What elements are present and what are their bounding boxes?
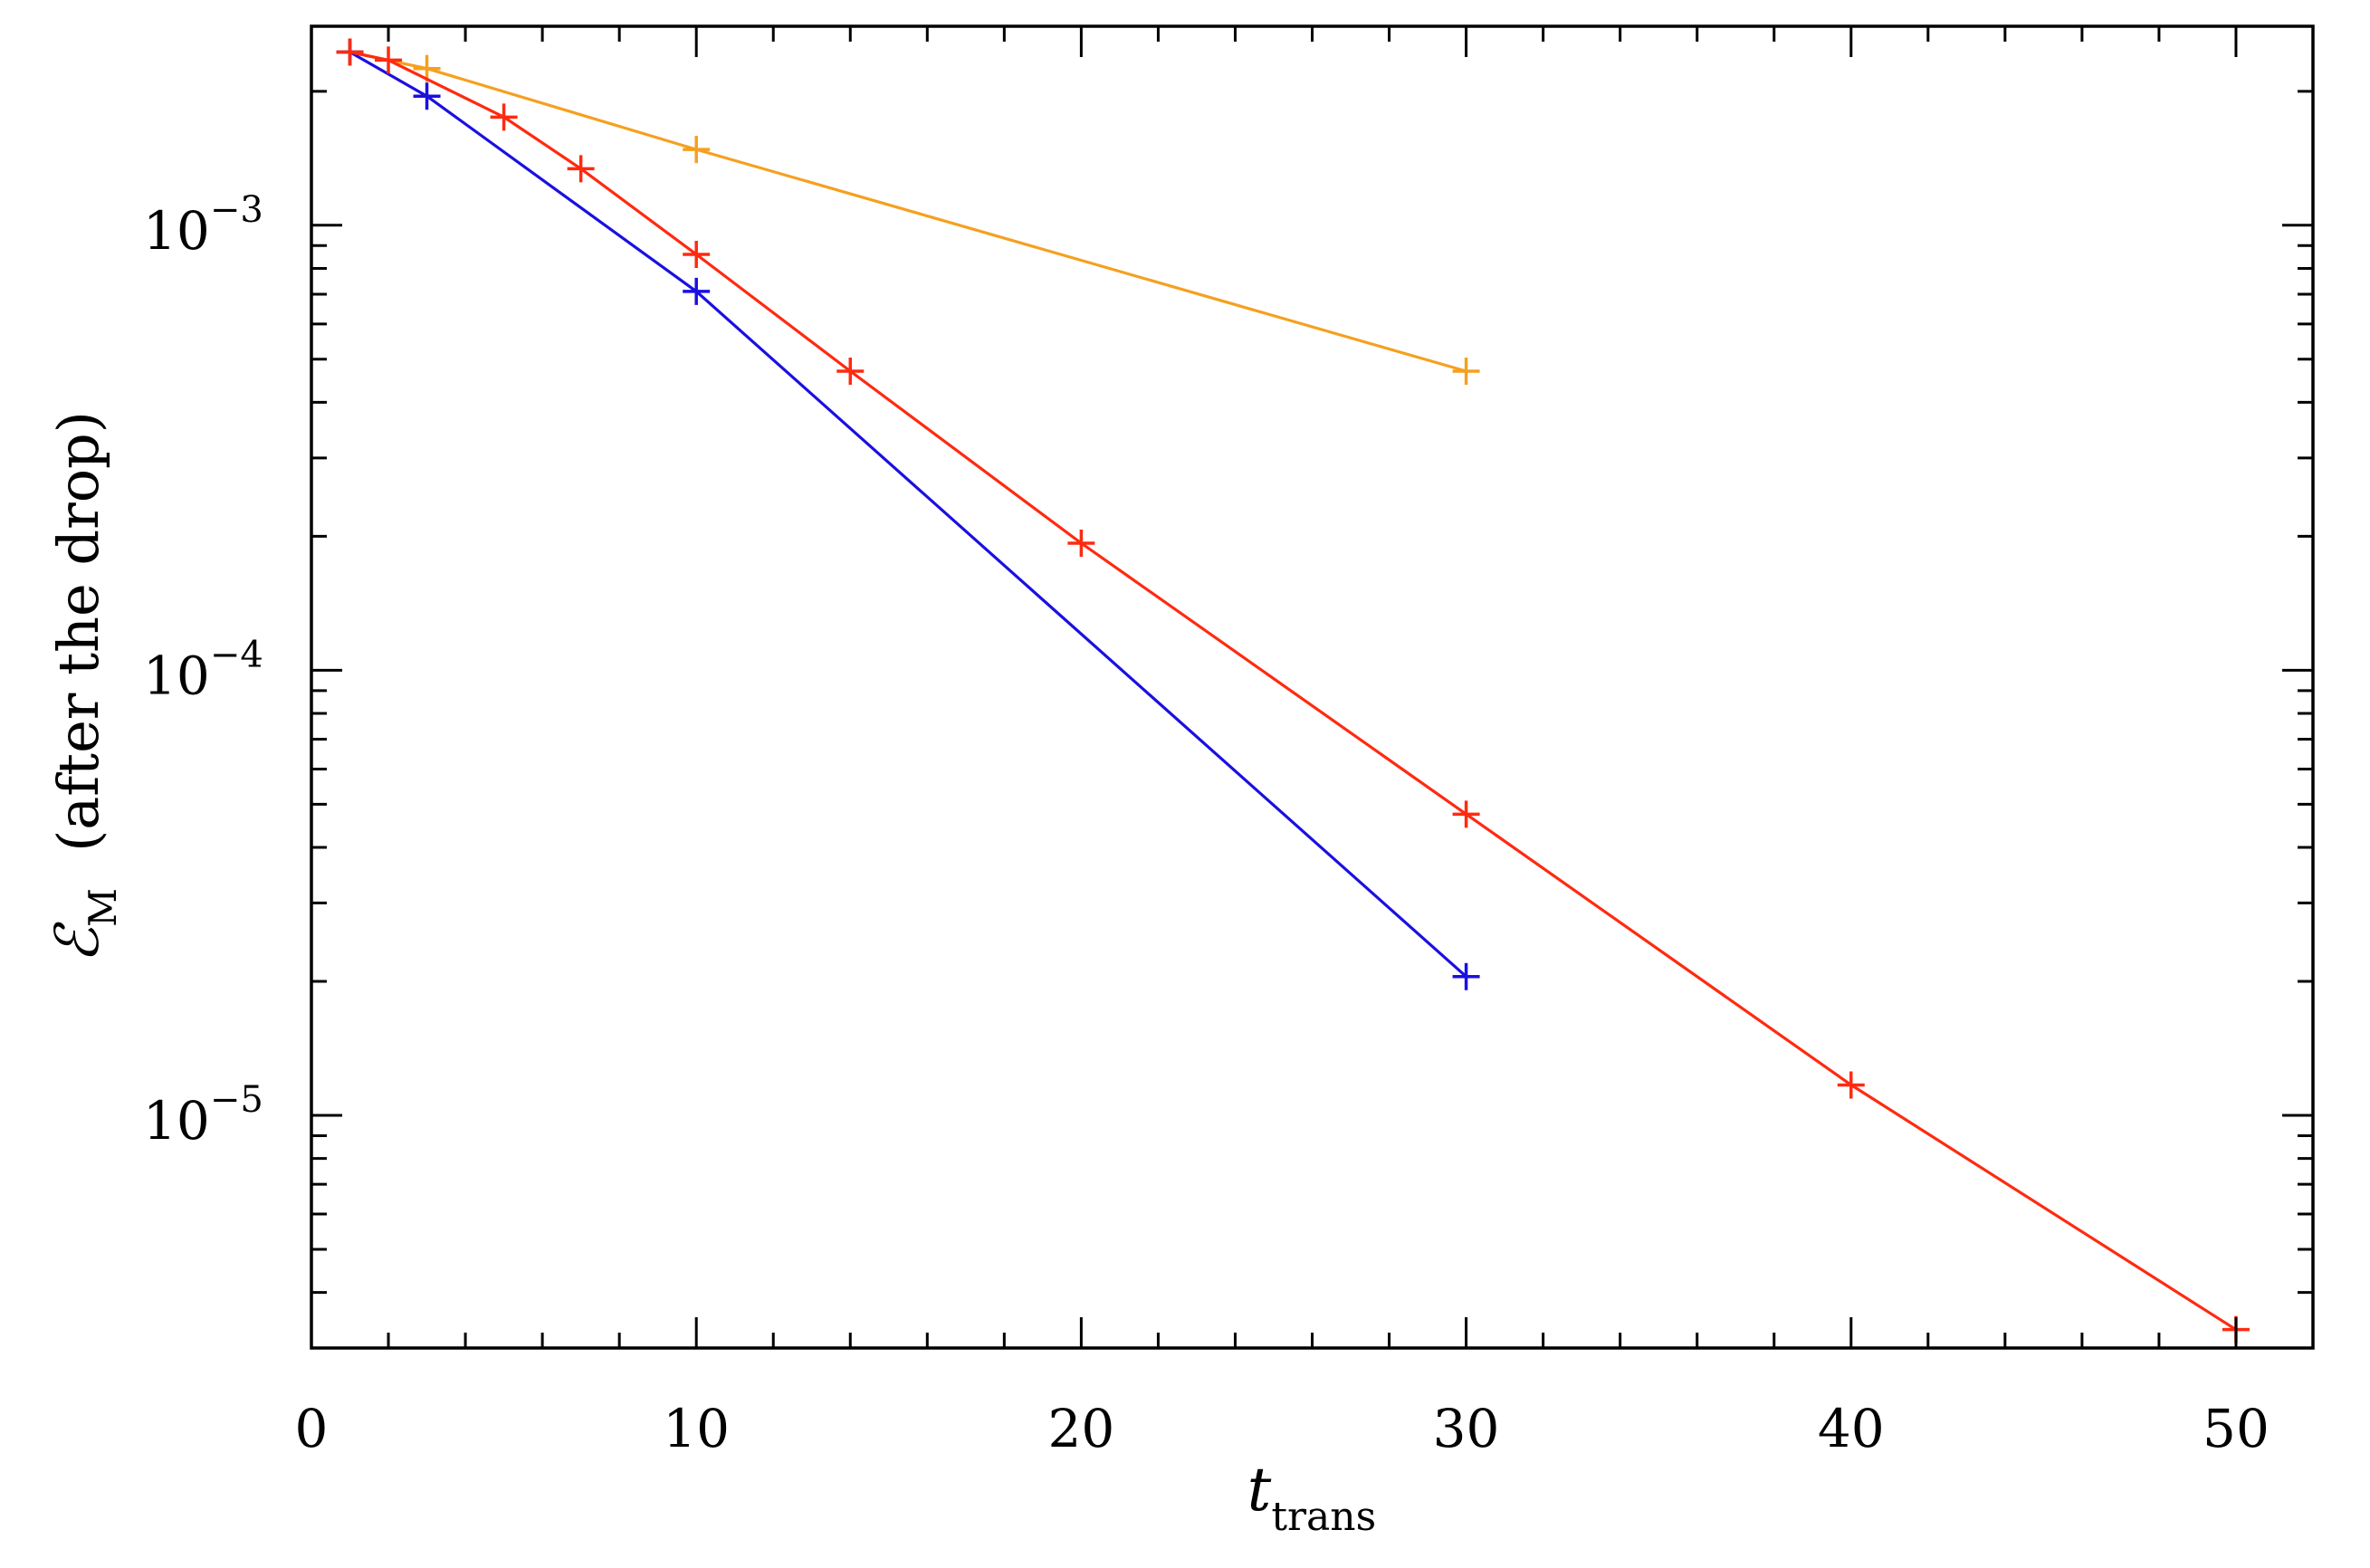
x-axis-title-main: t [1247, 1455, 1272, 1525]
y-axis-title-sub: M [81, 888, 125, 927]
data-point [336, 38, 364, 66]
x-tick-label: 30 [1433, 1398, 1500, 1459]
data-point [683, 277, 711, 305]
data-point [567, 155, 595, 183]
y-axis-title-rest: (after the drop) [45, 411, 111, 852]
data-point [683, 241, 711, 269]
x-axis-title: ttrans [1247, 1455, 1376, 1540]
y-tick-label: 10−4 [143, 634, 263, 706]
plot-frame [310, 24, 2315, 1350]
data-point [1452, 358, 1480, 386]
axis-layer: 0 10 20 30 40 50 10−3 10−4 10−5 [143, 26, 2315, 1459]
data-point [375, 46, 403, 74]
data-point [683, 136, 711, 164]
y-axis-title: ℰM (after the drop) [43, 411, 125, 963]
x-tick-label: 0 [295, 1398, 329, 1459]
data-point [1837, 1071, 1865, 1099]
data-point [1067, 530, 1095, 558]
data-point [1452, 962, 1480, 990]
data-point [490, 103, 518, 131]
data-point [413, 82, 441, 110]
x-axis-title-sub: trans [1271, 1494, 1376, 1540]
data-point [1452, 800, 1480, 828]
series-line-3 [349, 50, 2237, 1332]
x-tick-label: 40 [1818, 1398, 1885, 1459]
series-layer [336, 38, 2250, 1343]
data-point [836, 358, 865, 386]
x-tick-label: 10 [663, 1398, 730, 1459]
y-tick-label: 10−3 [143, 189, 263, 262]
x-tick-label: 20 [1047, 1398, 1114, 1459]
y-axis-title-main: ℰ [43, 922, 112, 963]
x-tick-label: 50 [2203, 1398, 2270, 1459]
series-line-1 [349, 50, 1467, 373]
series-line-2 [349, 51, 1467, 978]
y-tick-label: 10−5 [143, 1079, 263, 1152]
